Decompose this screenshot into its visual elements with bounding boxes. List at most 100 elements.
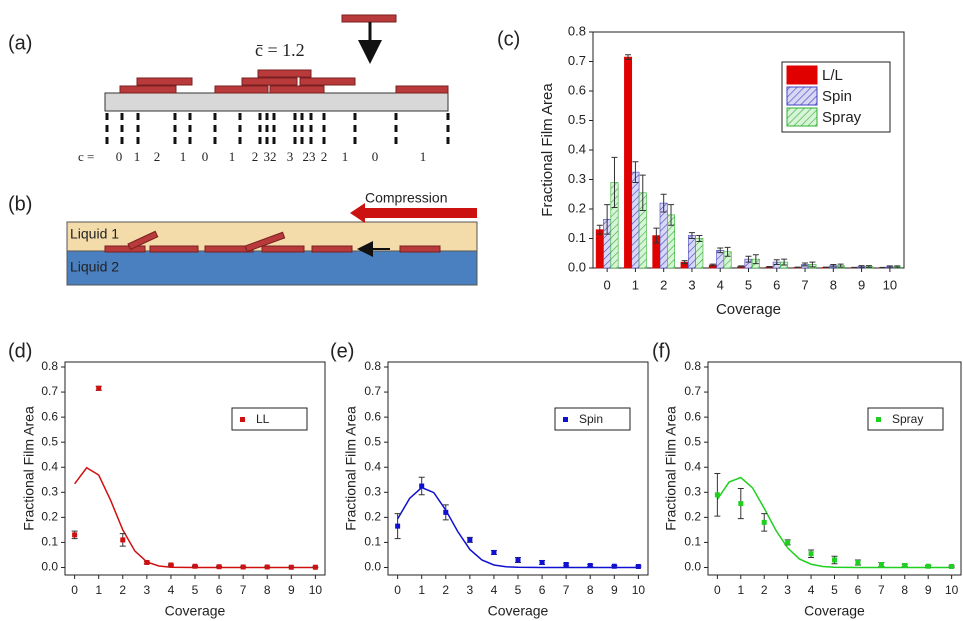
y-tick-label: 0.4 (41, 459, 58, 473)
layer-label: Liquid 1 (70, 226, 119, 242)
x-tick-label: 8 (264, 583, 271, 597)
y-axis-title: Fractional Film Area (21, 406, 37, 531)
x-tick-label: 4 (168, 583, 175, 597)
error-bar (809, 261, 816, 268)
x-tick-label: 6 (539, 583, 546, 597)
rod (311, 245, 353, 253)
x-tick-label: 8 (830, 277, 837, 292)
rod (244, 231, 286, 253)
error-bar (830, 263, 837, 268)
x-tick-label: 0 (714, 583, 721, 597)
error-bar (781, 258, 788, 266)
coverage-label: c = (78, 149, 94, 164)
y-tick-label: 0.8 (568, 23, 586, 38)
point (635, 563, 641, 569)
point (192, 563, 198, 569)
point (96, 385, 102, 391)
bar (659, 202, 668, 269)
legend-label: Spin (822, 88, 852, 105)
error-bar (745, 255, 752, 263)
error-bar (660, 193, 667, 213)
x-axis-title: Coverage (804, 603, 865, 619)
y-tick-label: 0.3 (41, 484, 58, 498)
legend-box (231, 407, 308, 431)
rod (149, 245, 199, 253)
point (611, 563, 617, 569)
plot-frame (387, 361, 649, 576)
point (467, 537, 473, 543)
rod (119, 85, 177, 94)
x-tick-label: 1 (632, 277, 639, 292)
error-bar (604, 204, 611, 235)
panel-label: (f) (652, 340, 671, 362)
y-axis-title: Fractional Film Area (539, 83, 556, 217)
y-tick-label: 0.5 (568, 112, 586, 127)
point (72, 532, 78, 538)
charts: 0.0 0.1 0.2 0.3 0.4 0.5 0.6 0.7 0.8 Fractional Fi… (21, 23, 962, 619)
plot-frame (64, 361, 326, 576)
y-tick-label: 0.7 (568, 53, 586, 68)
error-bar (752, 254, 759, 265)
coverage-value: 1 (420, 149, 427, 164)
x-tick-label: 5 (515, 583, 522, 597)
point (761, 519, 767, 525)
panel-label: (c) (497, 28, 520, 50)
bar (595, 229, 604, 269)
y-tick-label: 0.2 (568, 200, 586, 215)
y-axis-title: Fractional Film Area (343, 406, 359, 531)
plot-frame (707, 361, 962, 576)
x-axis-title: Coverage (716, 301, 781, 318)
x-tick-label: 7 (240, 583, 247, 597)
x-tick-label: 2 (761, 583, 768, 597)
rod (257, 69, 312, 78)
x-tick-label: 4 (717, 277, 724, 292)
error-bar (632, 161, 639, 183)
coverage-values: 0 1 2 1 0 1 2 32 3 23 2 1 0 1 (116, 149, 427, 164)
legend-box (867, 407, 944, 431)
y-tick-label: 0.7 (364, 384, 381, 398)
error-bar (858, 265, 865, 268)
error-bar (688, 232, 695, 239)
point (288, 564, 294, 570)
y-tick-label: 0.2 (41, 510, 58, 524)
x-tick-label: 7 (563, 583, 570, 597)
coverage-value: 1 (180, 149, 187, 164)
y-tick-label: 0.1 (684, 535, 701, 549)
coverage-value: 1 (342, 149, 349, 164)
rod (341, 14, 397, 23)
point (855, 559, 861, 565)
x-tick-label: 1 (418, 583, 425, 597)
error-bar (773, 259, 780, 265)
fit-curve (716, 476, 952, 569)
coverage-value: 0 (202, 149, 209, 164)
error-bar (696, 235, 703, 242)
x-tick-label: 4 (491, 583, 498, 597)
panel-label: (e) (330, 340, 354, 362)
y-tick-label: 0.5 (364, 434, 381, 448)
y-tick-label: 0.4 (364, 459, 381, 473)
x-tick-label: 0 (394, 583, 401, 597)
coverage-value: 2 (321, 149, 328, 164)
x-tick-label: 7 (878, 583, 885, 597)
bar (631, 171, 640, 269)
x-tick-label: 8 (587, 583, 594, 597)
x-tick-label: 3 (467, 583, 474, 597)
point (808, 551, 814, 557)
y-tick-label: 0.2 (364, 510, 381, 524)
coverage-value: 0 (372, 149, 379, 164)
panel-label: (b) (8, 193, 32, 215)
y-tick-label: 0.3 (568, 171, 586, 186)
error-bar (851, 266, 858, 269)
rod (299, 77, 356, 86)
x-tick-label: 1 (737, 583, 744, 597)
mean-coverage: c̄ = 1.2 (255, 40, 305, 60)
diagram-a: c̄ = 1.2 c = 0 1 2 1 0 1 2 32 3 23 2 1 0 1 (78, 14, 450, 164)
coverage-value: 2 (252, 149, 259, 164)
bar (687, 235, 696, 269)
x-tick-label: 5 (831, 583, 838, 597)
error-bar (738, 265, 745, 268)
point (312, 564, 318, 570)
point (785, 539, 791, 545)
x-tick-label: 6 (855, 583, 862, 597)
